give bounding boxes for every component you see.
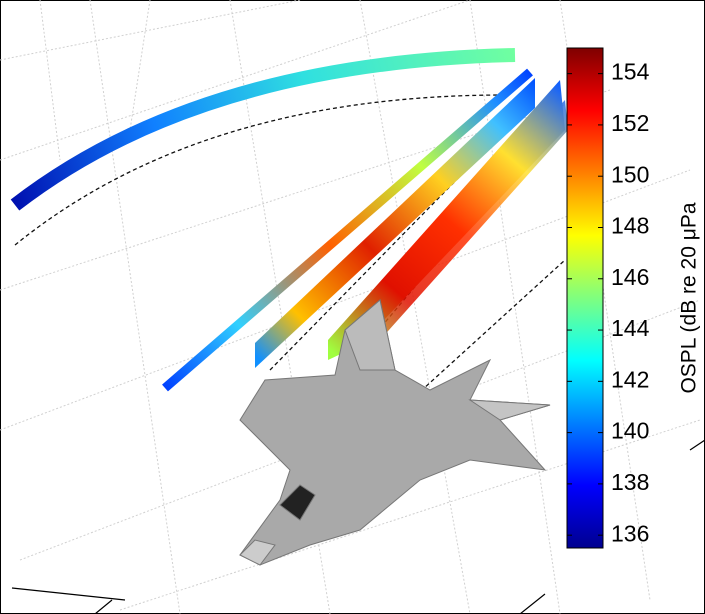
colorbar-tick-label: 146 <box>611 264 649 290</box>
colorbar-label: OSPL (dB re 20 μPa <box>678 202 701 393</box>
colorbar-tick-label: 154 <box>611 59 650 85</box>
colorbar-tick-label: 136 <box>611 520 649 546</box>
colorbar <box>567 48 603 548</box>
colorbar-tick-label: 144 <box>611 315 650 341</box>
figure: OSPL (dB re 20 μPa 136 138 140 142 144 146 148… <box>0 0 705 614</box>
colorbar-tick-label: 140 <box>611 418 649 444</box>
colorbar-tick-label: 148 <box>611 213 649 239</box>
colorbar-tick-label: 150 <box>611 161 649 187</box>
colorbar-tick-label: 142 <box>611 366 649 392</box>
colorbar-tick-label: 152 <box>611 110 649 136</box>
colorbar-tick-label: 138 <box>611 469 649 495</box>
